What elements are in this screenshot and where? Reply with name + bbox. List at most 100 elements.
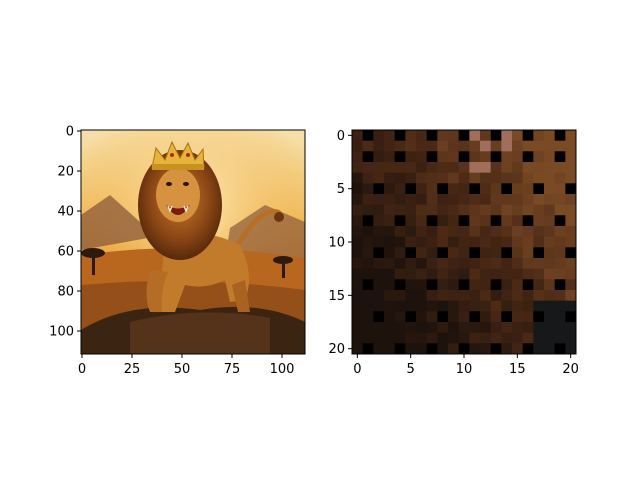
pixel-cell (480, 300, 492, 312)
pixel-cell (384, 311, 396, 323)
y-tick-label: 100 (49, 325, 74, 340)
pixel-cell (480, 183, 492, 195)
pixel-cell (384, 204, 396, 216)
pixel-cell (405, 300, 417, 312)
pixel-cell (554, 311, 566, 323)
pixel-dot (565, 247, 576, 258)
pixel-cell (554, 268, 566, 280)
pixel-dot (554, 279, 566, 290)
pixel-cell (501, 194, 513, 206)
pixel-cell (373, 140, 385, 152)
pixel-cell (437, 162, 449, 174)
pixel-cell (469, 162, 481, 174)
y-tick-label: 15 (328, 289, 345, 304)
pixel-cell (554, 290, 566, 302)
pixel-cell (384, 332, 396, 344)
crown-icon (151, 140, 205, 170)
pixel-cell (405, 322, 417, 334)
pixel-cell (437, 130, 449, 142)
pixel-cell (416, 258, 428, 270)
pixel-cell (490, 247, 502, 259)
pixel-cell (416, 130, 428, 142)
pixel-cell (522, 236, 534, 248)
pixel-cell (480, 322, 492, 334)
pixel-cell (533, 290, 545, 302)
pixel-cell (533, 332, 545, 344)
pixel-cell (437, 151, 449, 163)
pixel-cell (501, 140, 513, 152)
pixel-dot (437, 247, 448, 258)
pixel-cell (394, 268, 406, 280)
pixel-cell (490, 268, 502, 280)
pixel-cell (522, 162, 534, 174)
pixel-cell (565, 151, 576, 163)
x-tick-label: 5 (407, 362, 415, 377)
pixel-cell (501, 332, 513, 344)
pixel-dot (533, 311, 544, 322)
pixel-cell (565, 140, 576, 152)
pixel-cell (480, 343, 492, 354)
pixel-cell (458, 236, 470, 248)
pixel-cell (512, 247, 524, 259)
pixel-cell (469, 151, 481, 163)
pixel-cell (522, 311, 534, 323)
pixel-dot (533, 183, 544, 194)
pixel-cell (501, 322, 513, 334)
pixel-cell (469, 279, 481, 291)
pixel-cell (480, 268, 492, 280)
x-tick-label: 0 (78, 362, 86, 377)
pixel-cell (490, 183, 502, 195)
pixel-dot (426, 151, 438, 162)
pixel-cell (352, 290, 364, 302)
pixel-cell (362, 226, 374, 238)
y-tick-label: 0 (66, 125, 74, 140)
pixel-cell (405, 140, 417, 152)
pixel-cell (533, 140, 545, 152)
pixel-cell (458, 183, 470, 195)
pixel-cell (426, 322, 438, 334)
pixel-cell (416, 140, 428, 152)
pixel-cell (544, 268, 556, 280)
pixel-cell (554, 236, 566, 248)
pixel-cell (448, 322, 460, 334)
pixel-dot (565, 311, 576, 322)
pixel-dot (522, 130, 534, 141)
pixel-cell (533, 215, 545, 227)
pixel-cell (426, 236, 438, 248)
pixel-cell (384, 268, 396, 280)
pixel-cell (437, 204, 449, 216)
pixel-cell (384, 236, 396, 248)
pixel-cell (512, 215, 524, 227)
pixel-cell (501, 268, 513, 280)
pixel-cell (394, 300, 406, 312)
x-tick-label: 75 (224, 362, 241, 377)
pixel-cell (448, 343, 460, 354)
pixel-cell (362, 332, 374, 344)
pixel-cell (448, 162, 460, 174)
pixel-cell (480, 290, 492, 302)
pixel-dot (458, 130, 470, 141)
pixel-dot (394, 215, 406, 226)
pixel-cell (362, 258, 374, 270)
pixel-cell (426, 140, 438, 152)
x-tick-label: 50 (174, 362, 191, 377)
pixel-cell (544, 290, 556, 302)
pixel-cell (565, 322, 576, 334)
pixel-cell (437, 215, 449, 227)
pixel-cell (554, 140, 566, 152)
pixel-cell (394, 322, 406, 334)
pixel-cell (512, 258, 524, 270)
pixel-cell (480, 258, 492, 270)
pixel-cell (373, 215, 385, 227)
pixel-cell (405, 172, 417, 184)
pixel-cell (373, 332, 385, 344)
pixel-cell (533, 322, 545, 334)
pixel-cell (533, 204, 545, 216)
x-tick-label: 10 (456, 362, 473, 377)
pixel-cell (458, 162, 470, 174)
x-tick-label: 0 (353, 362, 361, 377)
pixel-cell (490, 172, 502, 184)
x-tick-label: 20 (562, 362, 579, 377)
pixel-cell (469, 322, 481, 334)
pixel-dot (362, 151, 374, 162)
